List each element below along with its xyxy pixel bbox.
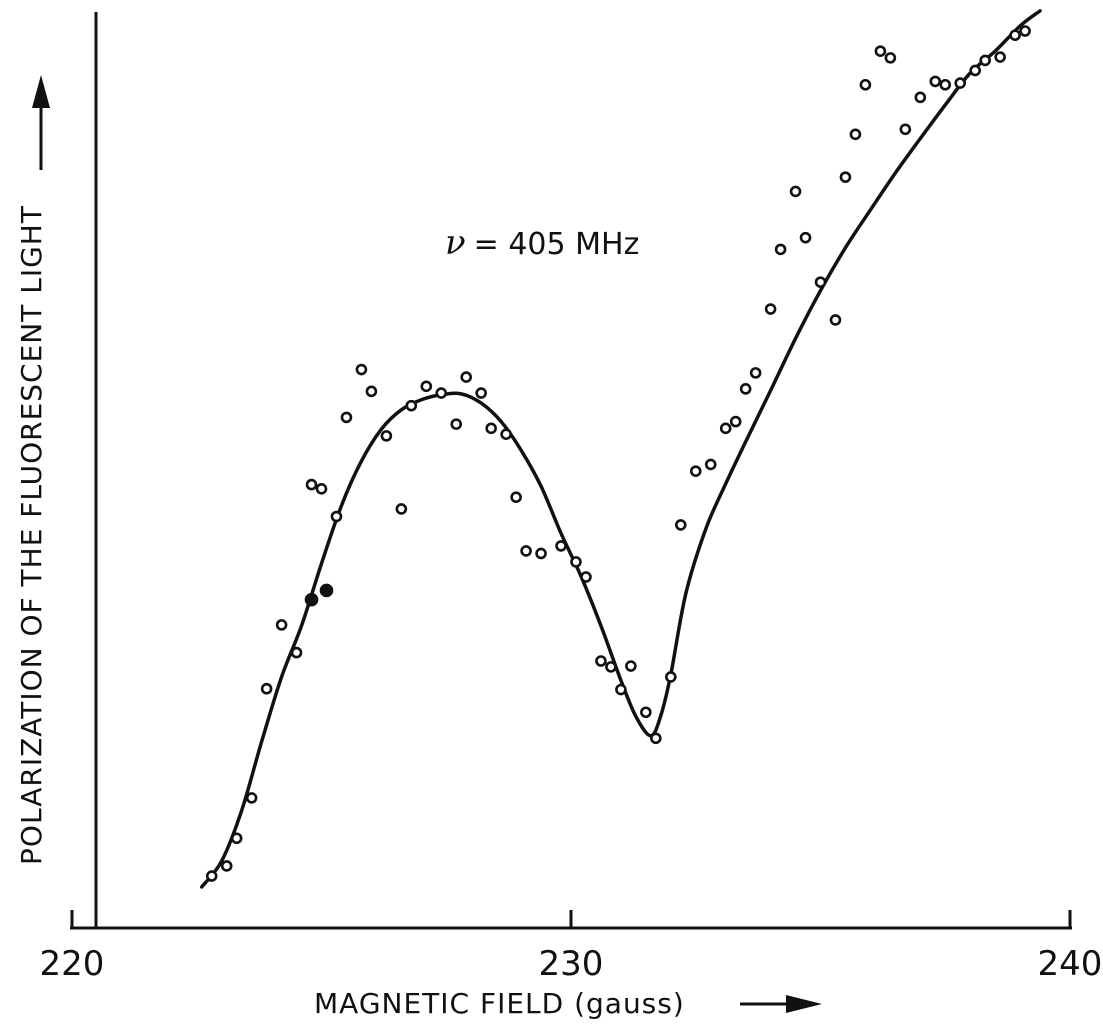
data-point xyxy=(664,671,677,683)
y-axis-arrow-icon xyxy=(32,75,50,170)
data-point xyxy=(719,422,732,435)
data-point xyxy=(555,540,567,552)
data-point xyxy=(450,418,463,430)
data-point xyxy=(330,510,343,523)
data-point xyxy=(849,128,862,141)
data-point xyxy=(570,556,582,568)
data-point xyxy=(380,430,393,442)
data-point xyxy=(580,571,592,583)
data-point xyxy=(954,77,967,89)
data-point xyxy=(1019,25,1031,37)
data-point xyxy=(874,45,887,57)
data-point xyxy=(485,422,497,435)
data-point xyxy=(260,682,273,695)
data-point xyxy=(859,78,872,91)
data-point xyxy=(405,399,418,412)
frequency-annotation: ν = 405 MHz xyxy=(445,223,639,263)
x-axis-label: MAGNETIC FIELD (gauss) xyxy=(314,987,685,1020)
data-point xyxy=(605,661,617,673)
data-point xyxy=(729,415,742,428)
data-points xyxy=(205,25,1031,882)
data-point xyxy=(829,314,842,326)
data-point xyxy=(799,231,812,244)
data-point xyxy=(420,380,433,393)
data-point xyxy=(290,646,303,659)
data-point xyxy=(510,491,522,504)
x-tick-label: 230 xyxy=(539,944,604,984)
x-tick-label: 240 xyxy=(1038,944,1103,984)
data-point xyxy=(749,367,762,379)
data-point xyxy=(625,660,637,672)
data-point xyxy=(305,478,318,491)
data-point xyxy=(704,458,717,471)
data-point xyxy=(615,683,627,696)
data-point xyxy=(650,732,662,745)
data-point xyxy=(764,303,777,315)
data-point xyxy=(395,503,408,515)
data-point xyxy=(689,465,702,477)
data-point xyxy=(994,51,1006,63)
data-point xyxy=(789,185,802,198)
data-point xyxy=(220,860,233,872)
data-point xyxy=(340,411,353,424)
data-point xyxy=(275,619,288,631)
data-point xyxy=(245,792,258,804)
data-point xyxy=(929,75,942,88)
data-point xyxy=(979,54,991,67)
x-axis-arrow-icon xyxy=(740,995,822,1013)
data-point xyxy=(814,276,827,288)
data-point xyxy=(595,655,607,667)
x-tick-label: 220 xyxy=(40,944,105,984)
data-point xyxy=(500,428,512,441)
data-point xyxy=(899,123,912,136)
data-point xyxy=(520,545,532,557)
data-point xyxy=(1009,29,1021,42)
data-point xyxy=(230,832,243,845)
data-point xyxy=(914,91,927,104)
data-point xyxy=(884,52,897,64)
data-point-filled xyxy=(304,592,319,607)
data-point xyxy=(774,243,787,256)
data-point xyxy=(355,363,368,376)
data-point xyxy=(640,706,652,719)
data-point xyxy=(435,387,448,399)
fit-curve xyxy=(199,9,1042,889)
data-point xyxy=(839,171,852,183)
y-axis-label: POLARIZATION OF THE FLUORESCENT LIGHT xyxy=(15,205,48,865)
data-point xyxy=(365,385,378,398)
data-point xyxy=(535,547,547,560)
data-point xyxy=(475,387,487,399)
data-point xyxy=(315,482,328,495)
data-point-filled xyxy=(319,583,334,598)
data-point xyxy=(674,519,687,531)
data-point xyxy=(969,64,981,77)
x-ticks: 220 230 240 xyxy=(40,910,1103,984)
data-point xyxy=(939,78,952,91)
data-point xyxy=(739,383,752,395)
data-point xyxy=(205,870,218,882)
data-point xyxy=(460,371,473,383)
nu-symbol: ν xyxy=(445,223,466,263)
frequency-value: = 405 MHz xyxy=(474,227,640,262)
